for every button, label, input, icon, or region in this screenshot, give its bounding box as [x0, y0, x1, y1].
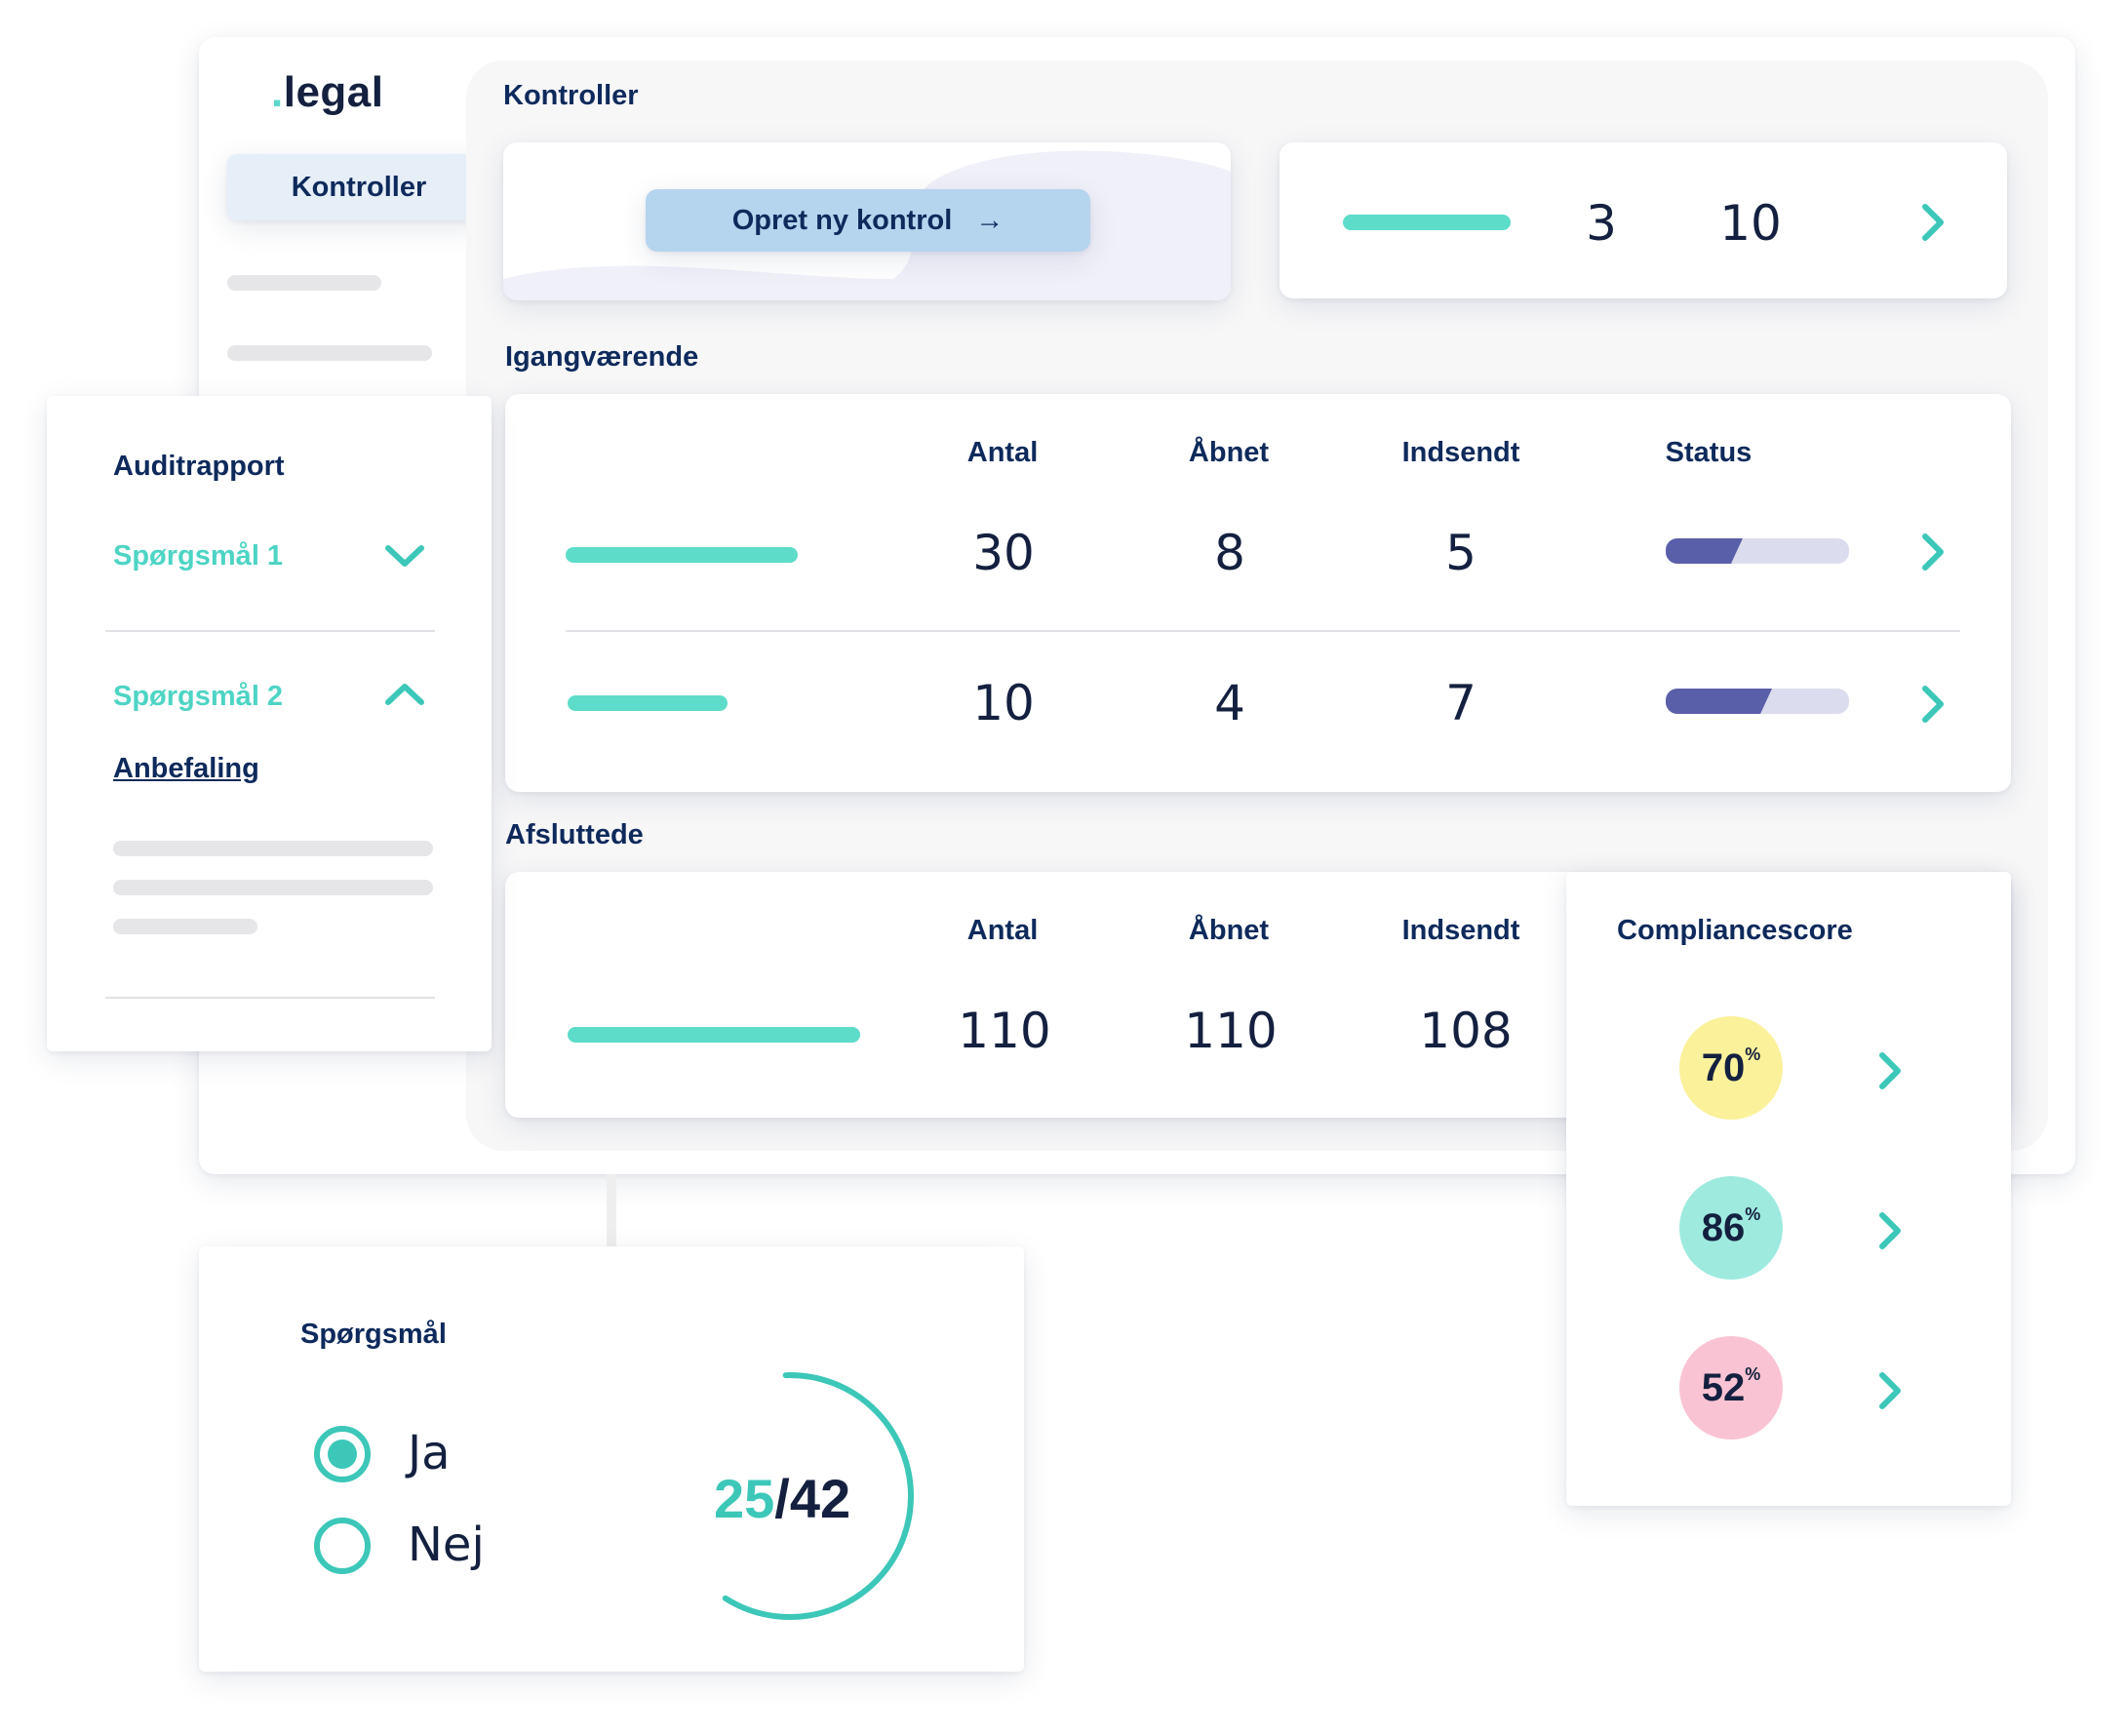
- summary-value-b: 10: [1719, 195, 1782, 252]
- row-name-bar: [566, 547, 798, 563]
- sidebar-placeholder: [227, 345, 432, 361]
- table-cell-aabnet: 4: [1214, 675, 1245, 731]
- chevron-right-icon[interactable]: [1913, 683, 1952, 726]
- table-cell-indsendt: 5: [1445, 525, 1477, 581]
- accordion-question-2[interactable]: Spørgsmål 2: [113, 667, 435, 726]
- chevron-right-icon[interactable]: [1913, 201, 1952, 244]
- arrow-right-icon: →: [975, 204, 1004, 236]
- question-title: Spørgsmål: [300, 1319, 447, 1350]
- recommendation-link[interactable]: Anbefaling: [113, 753, 259, 784]
- ongoing-table: [505, 394, 2011, 792]
- create-control-button[interactable]: Opret ny kontrol →: [646, 189, 1090, 252]
- question-label: Spørgsmål 2: [113, 681, 284, 712]
- score-value: 70: [1701, 1046, 1746, 1089]
- accordion-question-1[interactable]: Spørgsmål 1: [113, 527, 435, 585]
- column-header-status: Status: [1665, 437, 1753, 468]
- audit-title: Auditrapport: [113, 451, 285, 482]
- chevron-right-icon[interactable]: [1913, 531, 1952, 573]
- table-cell-antal: 10: [972, 675, 1035, 731]
- column-header-indsendt: Indsendt: [1401, 437, 1520, 468]
- column-header-indsendt: Indsendt: [1401, 915, 1520, 946]
- column-header-aabnet: Åbnet: [1188, 915, 1270, 946]
- chevron-right-icon[interactable]: [1871, 1369, 1910, 1412]
- table-cell-indsendt: 108: [1419, 1003, 1513, 1059]
- chevron-right-icon[interactable]: [1871, 1209, 1910, 1252]
- brand-dot: .: [271, 68, 284, 116]
- connector-line: [607, 1174, 616, 1248]
- table-cell-aabnet: 8: [1214, 525, 1245, 581]
- create-control-card: [503, 142, 1231, 300]
- ongoing-title: Igangværende: [505, 341, 699, 373]
- progress-count: 25/42: [714, 1467, 850, 1530]
- column-header-aabnet: Åbnet: [1188, 437, 1270, 468]
- status-progress: [1666, 538, 1849, 564]
- accordion-divider: [105, 997, 435, 999]
- create-control-label: Opret ny kontrol: [731, 204, 953, 236]
- status-progress-fill: [1666, 689, 1772, 714]
- progress-total: 42: [789, 1468, 851, 1529]
- column-header-antal: Antal: [966, 437, 1039, 468]
- percent-sign: %: [1745, 1044, 1761, 1064]
- text-placeholder: [113, 841, 433, 856]
- question-label: Spørgsmål 1: [113, 540, 284, 572]
- chevron-right-icon[interactable]: [1871, 1049, 1910, 1092]
- percent-sign: %: [1745, 1203, 1761, 1224]
- row-name-bar: [568, 695, 728, 711]
- row-name-bar: [568, 1027, 860, 1043]
- text-placeholder: [113, 880, 433, 895]
- percent-sign: %: [1745, 1363, 1761, 1384]
- finished-title: Afsluttede: [505, 819, 644, 850]
- text-placeholder: [113, 919, 257, 934]
- background-wave: [503, 150, 1231, 300]
- progress-separator: /: [774, 1468, 790, 1529]
- accordion-divider: [105, 630, 435, 632]
- chevron-down-icon: [385, 545, 424, 567]
- radio-yes-label: Ja: [408, 1426, 451, 1480]
- progress-ring-arc: [666, 1372, 914, 1620]
- page-title: Kontroller: [503, 80, 639, 111]
- radio-no-label: Nej: [408, 1518, 485, 1572]
- audit-report-card: [47, 396, 492, 1051]
- sidebar-item-label: Kontroller: [291, 171, 427, 203]
- chevron-up-icon: [385, 684, 424, 705]
- progress-answered: 25: [714, 1468, 775, 1529]
- column-header-antal: Antal: [966, 915, 1039, 946]
- brand-name: legal: [283, 68, 384, 116]
- score-value: 52: [1701, 1365, 1746, 1409]
- score-badge: 70%: [1679, 1016, 1783, 1120]
- table-cell-aabnet: 110: [1184, 1003, 1278, 1059]
- compliance-card: [1566, 872, 2011, 1506]
- row-divider: [566, 630, 1960, 632]
- summary-value-a: 3: [1586, 195, 1617, 252]
- progress-ring: [666, 1372, 914, 1620]
- table-cell-antal: 30: [972, 525, 1035, 581]
- score-badge: 86%: [1679, 1176, 1783, 1280]
- table-cell-indsendt: 7: [1445, 675, 1477, 731]
- brand-logo: .legal: [271, 68, 384, 117]
- summary-bar: [1343, 215, 1511, 230]
- sidebar-placeholder: [227, 275, 381, 291]
- radio-no[interactable]: [314, 1518, 371, 1574]
- sidebar-item-kontroller[interactable]: Kontroller: [227, 154, 491, 220]
- score-value: 86: [1701, 1205, 1746, 1249]
- compliance-title: Compliancescore: [1617, 915, 1853, 946]
- status-progress: [1666, 689, 1849, 714]
- radio-yes[interactable]: [314, 1426, 371, 1482]
- status-progress-fill: [1666, 538, 1743, 564]
- table-cell-antal: 110: [958, 1003, 1051, 1059]
- score-badge: 52%: [1679, 1336, 1783, 1440]
